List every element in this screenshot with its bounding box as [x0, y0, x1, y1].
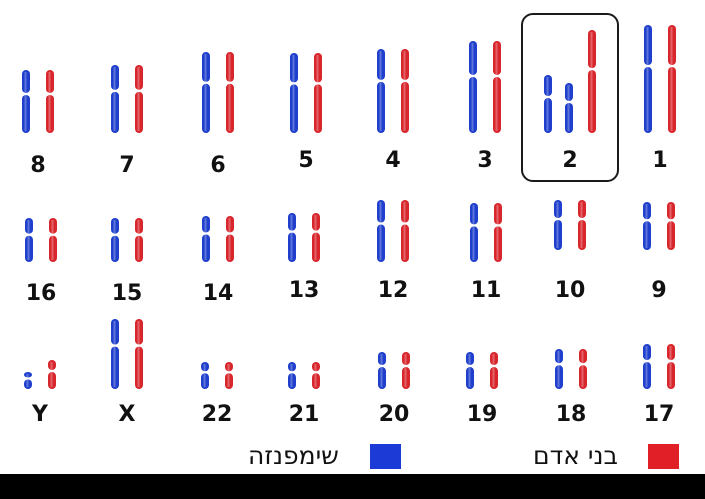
chromosome-11-human [494, 203, 502, 262]
chromosome-7-chimp [111, 65, 119, 133]
chromosome-22-human [225, 362, 233, 389]
chromosome-label-12: 12 [377, 278, 409, 303]
chromosome-label-6: 6 [210, 153, 226, 178]
chromosome-21-human [312, 362, 320, 389]
chromosome-label-16: 16 [25, 281, 57, 306]
chromosome-13-chimp [288, 213, 296, 262]
chromosome-4-human [401, 49, 409, 133]
chromosome-label-4: 4 [385, 148, 401, 173]
chromosome-11-chimp [470, 203, 478, 262]
chromosome-19-human [490, 352, 498, 389]
chromosome-3-chimp [469, 41, 477, 133]
chromosome-6-chimp [202, 52, 210, 133]
chromosome-1-chimp [644, 25, 652, 133]
chromosome-16-human [49, 218, 57, 262]
chromosome-label-14: 14 [202, 281, 234, 306]
chromosome-15-chimp [111, 218, 119, 262]
chromosome-4-chimp [377, 49, 385, 133]
chromosome-7-human [135, 65, 143, 133]
chromosome-label-5: 5 [298, 148, 314, 173]
chromosome-13-human [312, 213, 320, 262]
chromosome-label-18: 18 [555, 402, 587, 427]
chromosome-17-human [667, 344, 675, 389]
chromosome-12-chimp [377, 200, 385, 262]
chromosome-label-y: Y [32, 402, 48, 427]
chromosome-label-x: X [118, 402, 136, 427]
legend-chimp-swatch [370, 444, 401, 469]
chromosome-label-1: 1 [652, 148, 668, 173]
chromosome-2-human [588, 30, 596, 133]
chromosome-10-human [578, 200, 586, 250]
chromosome-19-chimp [466, 352, 474, 389]
chromosome-14-chimp [202, 216, 210, 262]
chromosome-x-chimp [111, 319, 119, 389]
chromosome-label-3: 3 [477, 148, 493, 173]
chromosome-label-8: 8 [30, 153, 46, 178]
chromosome-y-chimp [24, 372, 32, 389]
chromosome-label-15: 15 [111, 281, 143, 306]
chromosome-21-chimp [288, 362, 296, 389]
chromosome-15-human [135, 218, 143, 262]
chromosome-label-10: 10 [554, 278, 586, 303]
chromosome-2b-chimp [565, 83, 573, 133]
chromosome-17-chimp [643, 344, 651, 389]
chromosome-label-13: 13 [288, 278, 320, 303]
legend-human-label: בני אדם [533, 441, 618, 470]
chromosome-label-22: 22 [201, 402, 233, 427]
chromosome-20-human [402, 352, 410, 389]
legend-chimp-label: שימפנזה [248, 441, 339, 470]
chromosome-label-20: 20 [378, 402, 410, 427]
chromosome-2-highlight-box [521, 13, 619, 182]
chromosome-9-chimp [643, 202, 651, 250]
chromosome-12-human [401, 200, 409, 262]
chromosome-2a-chimp [544, 75, 552, 133]
legend-human-swatch [648, 444, 679, 469]
chromosome-label-17: 17 [643, 402, 675, 427]
chromosome-9-human [667, 202, 675, 250]
chromosome-label-7: 7 [119, 153, 135, 178]
chromosome-5-chimp [290, 53, 298, 133]
chromosome-5-human [314, 53, 322, 133]
chromosome-x-human [135, 319, 143, 389]
bottom-bar [0, 474, 705, 499]
chromosome-3-human [493, 41, 501, 133]
chromosome-label-19: 19 [466, 402, 498, 427]
chromosome-y-human [48, 360, 56, 389]
chromosome-14-human [226, 216, 234, 262]
chromosome-10-chimp [554, 200, 562, 250]
chromosome-pairs-canvas [22, 25, 676, 389]
chromosome-6-human [226, 52, 234, 133]
chromosome-label-2: 2 [562, 148, 578, 173]
chromosome-20-chimp [378, 352, 386, 389]
chromosome-label-21: 21 [288, 402, 320, 427]
chromosome-8-chimp [22, 70, 30, 133]
chromosome-16-chimp [25, 218, 33, 262]
chromosome-label-9: 9 [651, 278, 667, 303]
chromosome-18-chimp [555, 349, 563, 389]
chromosome-22-chimp [201, 362, 209, 389]
chromosome-8-human [46, 70, 54, 133]
chromosome-1-human [668, 25, 676, 133]
chromosome-18-human [579, 349, 587, 389]
chromosome-label-11: 11 [470, 278, 502, 303]
